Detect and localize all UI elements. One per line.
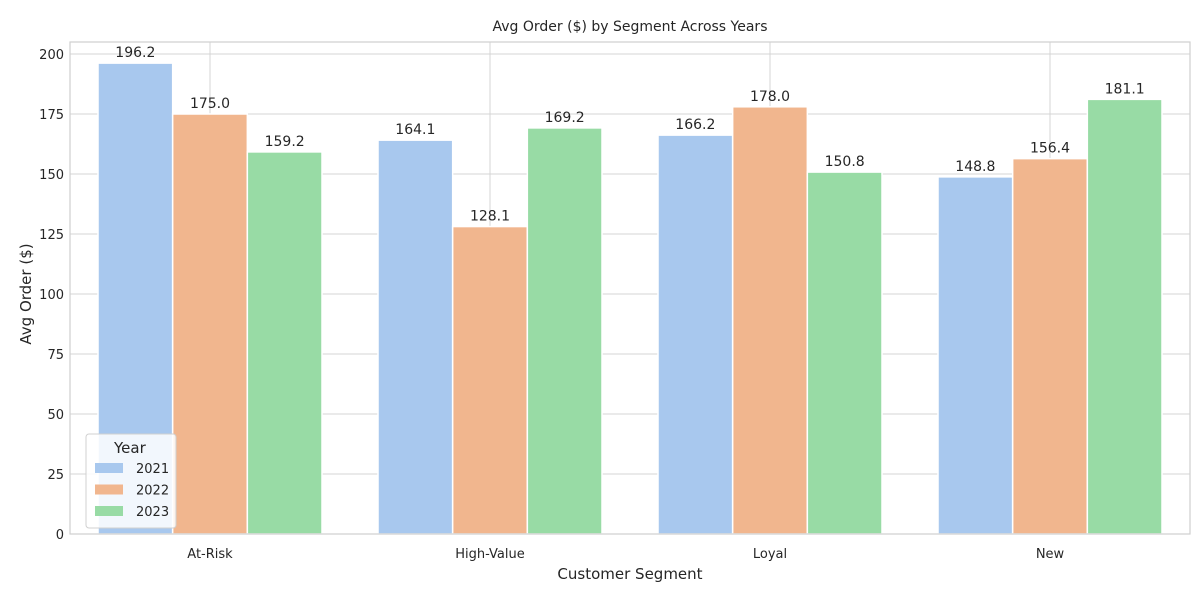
y-tick-label: 150 xyxy=(39,168,64,183)
y-axis-label: Avg Order ($) xyxy=(17,243,35,344)
bar-high-value-2021 xyxy=(377,139,454,535)
data-label: 169.2 xyxy=(545,110,585,126)
data-label: 156.4 xyxy=(1030,141,1070,157)
x-tick-label: New xyxy=(1036,547,1065,562)
bar-loyal-2023 xyxy=(806,171,883,535)
y-tick-label: 50 xyxy=(47,408,64,423)
legend-box xyxy=(85,433,177,529)
bar-loyal-2022 xyxy=(731,106,809,535)
data-label: 181.1 xyxy=(1105,81,1145,97)
legend: Year 2021 2022 2023 xyxy=(85,433,177,529)
y-tick-label: 100 xyxy=(39,288,64,303)
plot-frame xyxy=(69,41,1191,535)
bar-high-value-2022 xyxy=(451,225,529,535)
y-tick-label: 75 xyxy=(47,348,64,363)
legend-swatch-2023 xyxy=(95,506,123,516)
data-labels: 196.2 175.0 159.2 164.1 128.1 169.2 166.2 178.0… xyxy=(115,45,1144,224)
legend-label: 2022 xyxy=(136,484,169,499)
x-tick-label: Loyal xyxy=(753,547,787,562)
legend-label: 2023 xyxy=(136,505,169,520)
legend-swatch-2021 xyxy=(95,463,123,473)
data-label: 150.8 xyxy=(825,154,865,170)
y-axis-ticks: 0 25 50 75 100 125 150 175 200 xyxy=(39,48,64,543)
data-label: 164.1 xyxy=(395,122,435,138)
legend-label: 2021 xyxy=(136,462,169,477)
y-tick-label: 0 xyxy=(56,528,64,543)
y-tick-label: 200 xyxy=(39,48,64,63)
data-label: 175.0 xyxy=(190,96,230,112)
legend-swatch-2022 xyxy=(95,484,123,495)
data-label: 148.8 xyxy=(955,159,995,175)
x-axis-ticks: At-Risk High-Value Loyal New xyxy=(187,547,1064,562)
data-label: 178.0 xyxy=(750,89,790,105)
chart-title: Avg Order ($) by Segment Across Years xyxy=(493,19,768,35)
y-tick-label: 125 xyxy=(39,228,64,243)
legend-title: Year xyxy=(113,439,147,457)
bar-at-risk-2022 xyxy=(171,113,249,535)
bar-high-value-2023 xyxy=(526,127,603,535)
x-tick-label: At-Risk xyxy=(187,547,233,562)
y-tick-label: 25 xyxy=(47,468,64,483)
x-axis-label: Customer Segment xyxy=(557,565,702,583)
bar-loyal-2021 xyxy=(657,134,734,535)
bar-at-risk-2023 xyxy=(246,151,323,535)
bar-new-2022 xyxy=(1011,157,1089,535)
bar-new-2021 xyxy=(937,176,1014,535)
y-tick-label: 175 xyxy=(39,108,64,123)
data-label: 159.2 xyxy=(265,134,305,150)
data-label: 196.2 xyxy=(115,45,155,61)
data-label: 166.2 xyxy=(675,117,715,133)
bars xyxy=(97,62,1163,535)
data-label: 128.1 xyxy=(470,209,510,225)
bar-new-2023 xyxy=(1086,98,1163,535)
x-tick-label: High-Value xyxy=(455,547,525,562)
